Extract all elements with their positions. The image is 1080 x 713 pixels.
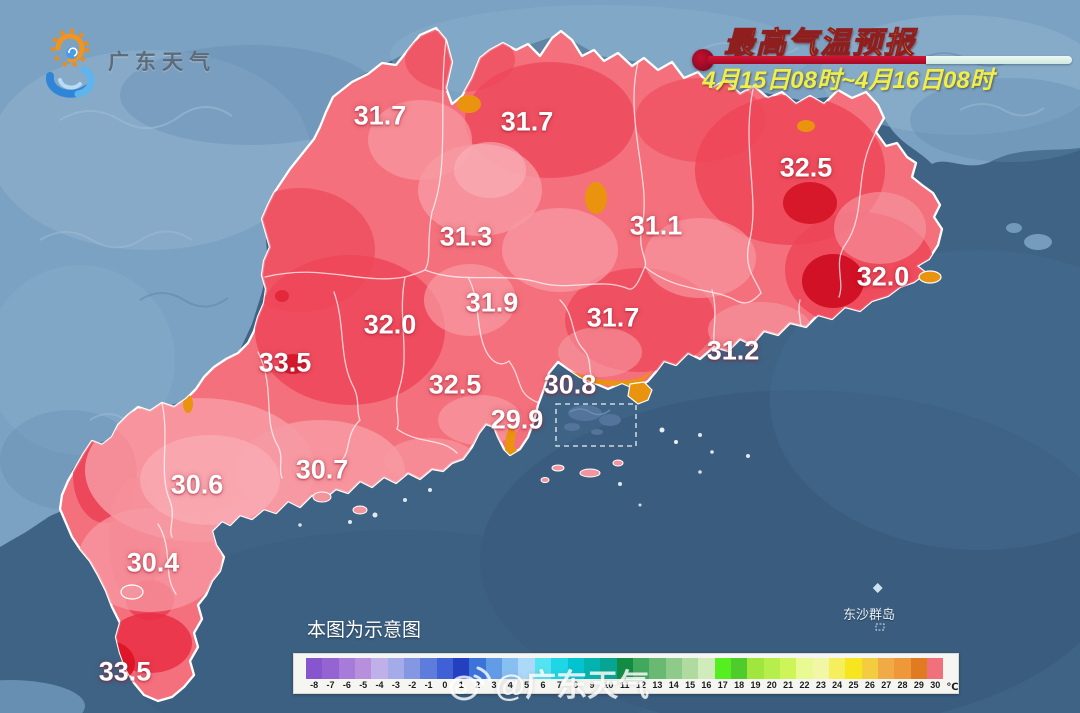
legend-stop: 8: [567, 658, 584, 690]
thermometer-graphic: [692, 48, 1076, 72]
temp-label: 33.5: [98, 656, 152, 687]
temp-label: 30.6: [170, 469, 224, 500]
legend-scale: -8 -7 -6 -5 -4 -3 -2 -1 0 1 2 3 4 5 6 7 8 9 10 11 12 13 14 15 16…: [306, 658, 944, 690]
coastal-orange-spots: [627, 270, 942, 405]
thermometer-stem-red: [708, 56, 926, 64]
temp-label: 31.2: [706, 335, 760, 366]
temp-label: 30.8: [543, 369, 597, 400]
legend-stop: 0: [436, 658, 454, 690]
map-note: 本图为示意图: [307, 620, 422, 641]
legend-stop: 10: [600, 658, 617, 690]
weather-logo-icon: [46, 29, 95, 98]
legend-stop: 17: [714, 658, 731, 690]
temp-label: 30.7: [295, 454, 349, 485]
temp-label: 32.5: [428, 369, 482, 400]
legend-stop: 14: [665, 658, 682, 690]
legend-stop: 3: [485, 658, 503, 690]
legend-stop: 30: [927, 658, 944, 690]
legend-unit: ℃: [946, 682, 959, 693]
legend-stop: 15: [681, 658, 699, 690]
legend-stop: 9: [583, 658, 601, 690]
legend: -8 -7 -6 -5 -4 -3 -2 -1 0 1 2 3 4 5 6 7 8 9 10 11 12 13 14 15 16…: [293, 653, 959, 694]
legend-stop: 21: [779, 658, 797, 690]
hongkong-inset: [555, 403, 637, 447]
legend-stop: 6: [534, 658, 552, 690]
temp-label: 32.0: [363, 309, 417, 340]
legend-stop: -6: [338, 658, 356, 690]
legend-stop: -2: [404, 658, 421, 690]
legend-stop: 22: [796, 658, 813, 690]
legend-stop: 5: [518, 658, 535, 690]
legend-stop: 28: [894, 658, 911, 690]
legend-stop: 27: [878, 658, 895, 690]
thermometer-bulb: [692, 49, 714, 71]
legend-stop: -5: [355, 658, 372, 690]
legend-stop: -8: [306, 658, 323, 690]
legend-stop: 26: [861, 658, 879, 690]
legend-stop: 4: [502, 658, 519, 690]
prefecture-boundaries: [157, 39, 880, 595]
legend-stop: -7: [322, 658, 339, 690]
legend-stop: 25: [845, 658, 862, 690]
legend-stop: 18: [730, 658, 748, 690]
brand-name: 广东天气: [108, 51, 216, 74]
temp-label: 29.9: [490, 404, 544, 435]
temp-label: 31.3: [439, 221, 493, 252]
page-title: 最高气温预报: [723, 26, 916, 60]
temp-label: 31.1: [629, 210, 683, 241]
legend-stop: -4: [371, 658, 388, 690]
legend-stop: 16: [698, 658, 715, 690]
legend-stop: 20: [763, 658, 780, 690]
watermark: @广东天气: [447, 660, 649, 705]
temp-label: 32.5: [779, 152, 833, 183]
legend-stop: 23: [812, 658, 829, 690]
archipelago-label: 东沙群岛: [843, 607, 896, 622]
legend-stop: -1: [420, 658, 437, 690]
legend-stop: -3: [387, 658, 405, 690]
temp-label: 30.4: [126, 547, 180, 578]
legend-stop: 13: [649, 658, 666, 690]
temp-label: 31.7: [353, 100, 407, 131]
logo: 广东天气: [36, 24, 216, 98]
legend-stop: 19: [747, 658, 764, 690]
thermometer-stem-light: [926, 56, 1072, 64]
legend-stop: 11: [616, 658, 633, 690]
weibo-icon: [449, 666, 491, 700]
legend-stop: 29: [910, 658, 928, 690]
temp-label: 31.7: [500, 106, 554, 137]
legend-stop: 24: [829, 658, 846, 690]
temp-label: 33.5: [258, 347, 312, 378]
islands: [120, 427, 885, 631]
temp-label: 31.7: [586, 302, 640, 333]
hongkong-inset-box: [555, 403, 637, 447]
watermark-text: @广东天气: [495, 668, 650, 703]
legend-stop: 7: [551, 658, 568, 690]
temp-label: 31.9: [465, 287, 519, 318]
temp-label: 32.0: [856, 261, 910, 292]
forecast-date-range: 4月15日08时~4月16日08时: [702, 67, 994, 94]
dongsha-island-marker: [872, 583, 883, 593]
legend-stop: 12: [632, 658, 650, 690]
